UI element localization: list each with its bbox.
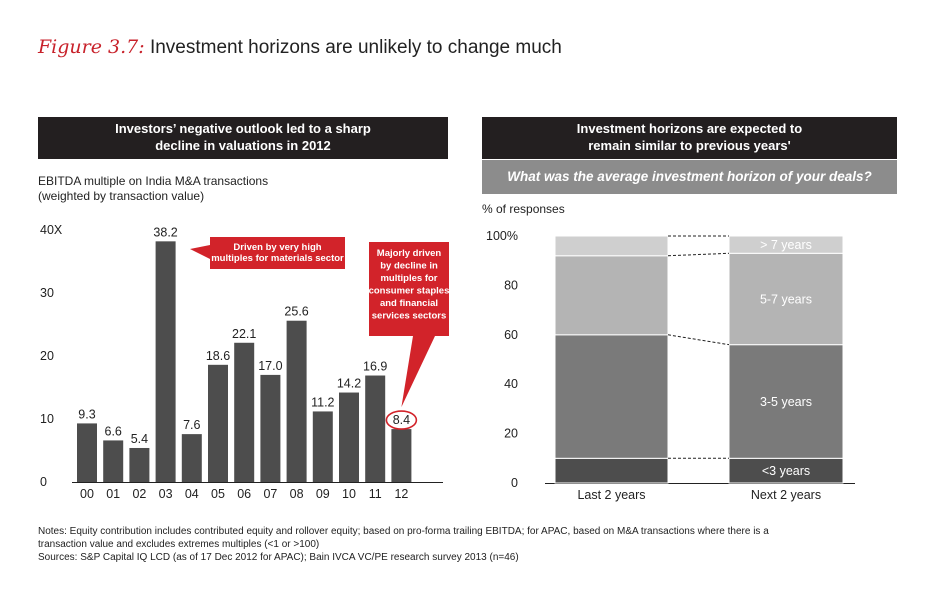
connector-line [667,252,730,257]
x-category-label: Last 2 years [577,488,645,502]
right-y-tick-label: 60 [504,328,518,342]
x-tick-label: 01 [106,487,120,501]
bar-11 [365,375,386,482]
bar-value-label: 11.2 [311,395,334,409]
left-y-tick-label: 0 [40,475,47,489]
stack-segment-0-2 [554,255,669,336]
bar-05 [208,364,228,482]
right-y-tick-label: 20 [504,427,518,441]
bar-08 [286,320,307,482]
left-y-tick-label: 20 [40,349,54,363]
segment-label: 5-7 years [760,292,812,306]
left-y-tick-label: 40X [40,223,63,237]
stack-segment-1-1 [728,344,844,459]
x-tick-label: 12 [394,487,408,501]
bar-01 [103,440,124,482]
right-y-axis-title: % of responses [482,202,565,216]
left-header-line2: decline in valuations in 2012 [155,138,331,153]
left-y-tick-label: 10 [40,412,54,426]
callout-2-text: multiples for [380,273,437,284]
left-y-axis-title-2: (weighted by transaction value) [38,189,205,203]
bar-value-label: 8.4 [393,413,410,427]
figure-caption: Investment horizons are unlikely to chan… [149,37,562,58]
notes-line2: transaction value and excludes extremes … [38,539,320,550]
x-tick-label: 06 [237,487,251,501]
right-header-line1: Investment horizons are expected to [576,121,803,136]
callout-1-box [210,237,345,269]
x-category-label: Next 2 years [751,488,821,502]
horizon-stacked-chart: 0 20 40 60 80 100% Last 2 years <3 years 3-5 yea… [486,229,855,502]
callout-2-box [369,242,449,336]
stack-segment-0-3 [554,235,669,257]
bar-value-label: 18.6 [206,349,230,363]
left-y-axis-title-1: EBITDA multiple on India M&A transaction… [38,174,269,188]
right-y-tick-label: 0 [511,476,518,490]
bar-12 [391,429,412,482]
bar-value-label: 5.4 [131,432,148,446]
x-tick-label: 00 [80,487,94,501]
bar-value-label: 6.6 [105,424,122,438]
x-tick-label: 04 [185,487,199,501]
bar-06 [234,342,255,482]
stack-segment-1-2 [728,252,844,346]
x-tick-label: 11 [369,487,382,501]
callout-2-text: consumer staples [369,286,450,297]
bar-07 [260,374,281,482]
notes-line1: Notes: Equity contribution includes cont… [38,526,769,537]
x-tick-label: 05 [211,487,225,501]
x-tick-label: 03 [159,487,173,501]
left-y-tick-label: 30 [40,286,54,300]
segment-label: > 7 years [760,238,812,252]
figure-number: Figure 3.7: [38,36,145,58]
bar-value-label: 9.3 [78,407,95,421]
highlight-circle [385,410,418,430]
right-y-tick-label: 80 [504,278,518,292]
sources-line: Sources: S&P Capital IQ LCD (as of 17 De… [38,552,519,563]
callout-2-pointer [401,336,435,408]
segment-label: 3-5 years [760,395,812,409]
callout-1-pointer [190,245,210,259]
figure-title: Figure 3.7: Investment horizons are unli… [38,36,562,59]
x-tick-label: 10 [342,487,356,501]
callout-2-text: by decline in [380,261,438,272]
bar-value-label: 7.6 [183,418,200,432]
callout-1-text: Driven by very high [233,242,321,253]
bar-value-label: 22.1 [232,327,256,341]
stack-segment-1-3 [728,235,844,254]
callout-1-text: multiples for materials sector [211,253,344,264]
bar-04 [181,434,202,482]
right-panel-header: Investment horizons are expected to rema… [482,117,897,159]
bar-09 [312,411,333,482]
right-header-line2: remain similar to previous years' [588,138,791,153]
ebitda-bar-chart: 0 10 20 30 40X 9.3 00 6.6 01 5.4 02 38.2 03 7.6 04 18.6… [40,223,449,501]
bar-value-label: 16.9 [363,360,387,374]
bar-03 [155,241,176,482]
footnotes: Notes: Equity contribution includes cont… [38,525,918,564]
stack-segment-0-0 [554,457,669,484]
x-tick-label: 09 [316,487,330,501]
x-tick-label: 02 [132,487,146,501]
left-panel-header: Investors’ negative outlook led to a sha… [38,117,448,159]
bar-value-label: 14.2 [337,377,361,391]
segment-label: <3 years [762,464,810,478]
x-tick-label: 07 [263,487,277,501]
connector-line [667,334,730,346]
x-tick-label: 08 [290,487,304,501]
stack-segment-0-1 [554,334,669,459]
callout-2-text: Majorly driven [377,248,442,259]
bar-value-label: 17.0 [258,359,282,373]
bar-value-label: 25.6 [284,305,308,319]
right-y-tick-label: 100% [486,229,518,243]
bar-10 [339,392,359,482]
callout-2-text: services sectors [372,311,446,322]
callout-2-text: and financial [380,298,438,309]
bar-value-label: 38.2 [153,225,177,239]
survey-question-banner: What was the average investment horizon … [482,160,897,194]
bar-00 [77,423,97,482]
right-y-tick-label: 40 [504,377,518,391]
bar-02 [129,447,150,482]
left-header-line1: Investors’ negative outlook led to a sha… [115,121,371,136]
